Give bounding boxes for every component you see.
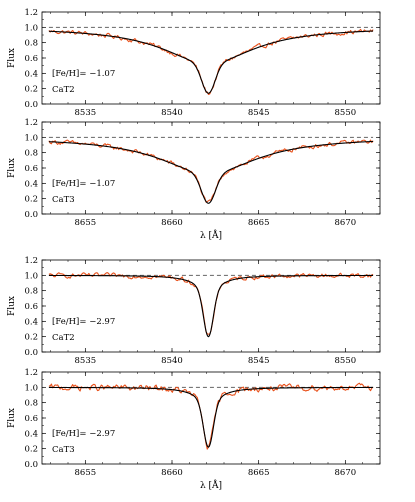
x-tick-label: 8545 <box>248 356 270 366</box>
x-tick-label: 8545 <box>248 108 270 118</box>
y-tick-label: 0.0 <box>24 100 38 110</box>
y-tick-label: 0.2 <box>24 195 38 205</box>
y-tick-label: 0.4 <box>24 179 38 189</box>
y-tick-label: 1.2 <box>24 368 38 378</box>
y-tick-label: 1.0 <box>24 133 38 143</box>
y-axis-label: Flux <box>7 408 17 428</box>
y-tick-label: 1.2 <box>24 8 38 18</box>
x-tick-label: 8550 <box>335 108 357 118</box>
axes-frame <box>41 371 381 465</box>
plot-area <box>48 136 374 204</box>
y-tick-label: 0.0 <box>24 460 38 470</box>
x-tick-label: 8655 <box>75 218 97 228</box>
y-tick-label: 0.4 <box>24 429 38 439</box>
y-axis-label: Flux <box>7 158 17 178</box>
spectrum-panel-3: 0.0 0.2 0.4 0.6 0.8 1.0 1.2 8535 8540 8545 8550 Flu… <box>7 256 381 366</box>
spectrum-panel-1: 0.0 0.2 0.4 0.6 0.8 1.0 1.2 8535 8540 8545 8550 Flu… <box>7 8 381 118</box>
y-tick-label: 0.8 <box>24 287 38 297</box>
plot-area <box>48 26 374 96</box>
x-tick-label: 8535 <box>75 108 97 118</box>
x-tick-label: 8660 <box>161 468 183 478</box>
x-axis-label: λ [Å] <box>200 479 222 491</box>
y-tick-label: 1.0 <box>24 271 38 281</box>
x-tick-label: 8660 <box>161 218 183 228</box>
y-tick-label: 0.0 <box>24 348 38 358</box>
y-tick-label: 1.0 <box>24 23 38 33</box>
plot-area <box>48 382 374 450</box>
y-tick-label: 0.2 <box>24 85 38 95</box>
y-tick-label: 0.6 <box>24 54 38 64</box>
x-tick-label: 8655 <box>75 468 97 478</box>
x-tick-label: 8540 <box>161 108 183 118</box>
spectrum-panel-2: 0.0 0.2 0.4 0.6 0.8 1.0 1.2 8655 8660 8665 8670 Flu… <box>7 118 381 241</box>
y-tick-label: 0.2 <box>24 333 38 343</box>
line-label: CaT2 <box>52 85 75 95</box>
x-tick-label: 8665 <box>248 218 270 228</box>
plot-area <box>48 272 374 338</box>
metallicity-label: [Fe/H]= −2.97 <box>52 317 115 327</box>
y-tick-label: 0.8 <box>24 39 38 49</box>
line-label: CaT3 <box>52 445 75 455</box>
y-tick-label: 1.2 <box>24 118 38 128</box>
line-label: CaT2 <box>52 333 75 343</box>
y-axis-label: Flux <box>7 48 17 68</box>
axes-frame <box>41 259 381 353</box>
x-tick-label: 8540 <box>161 356 183 366</box>
y-tick-label: 0.2 <box>24 445 38 455</box>
metallicity-label: [Fe/H]= −2.97 <box>52 429 115 439</box>
y-tick-label: 0.4 <box>24 317 38 327</box>
y-tick-label: 0.6 <box>24 302 38 312</box>
model-spectrum <box>48 386 374 448</box>
x-tick-label: 8665 <box>248 468 270 478</box>
y-tick-label: 1.2 <box>24 256 38 266</box>
x-tick-label: 8550 <box>335 356 357 366</box>
y-axis-label: Flux <box>7 296 17 316</box>
model-spectrum <box>48 30 374 94</box>
observed-spectrum <box>48 139 374 203</box>
y-tick-label: 0.0 <box>24 210 38 220</box>
x-tick-label: 8535 <box>75 356 97 366</box>
y-tick-label: 0.8 <box>24 399 38 409</box>
y-tick-label: 0.8 <box>24 149 38 159</box>
model-spectrum <box>48 140 374 204</box>
observed-spectrum <box>48 28 374 96</box>
y-tick-label: 1.0 <box>24 383 38 393</box>
y-tick-label: 0.6 <box>24 414 38 424</box>
x-tick-label: 8670 <box>335 468 357 478</box>
y-tick-label: 0.4 <box>24 69 38 79</box>
model-spectrum <box>48 274 374 338</box>
spectrum-panel-4: 0.0 0.2 0.4 0.6 0.8 1.0 1.2 8655 8660 8665 8670 Flu… <box>7 368 381 491</box>
x-axis-label: λ [Å] <box>200 229 222 241</box>
x-tick-label: 8670 <box>335 218 357 228</box>
metallicity-label: [Fe/H]= −1.07 <box>52 69 115 79</box>
observed-spectrum <box>48 382 374 450</box>
y-tick-label: 0.6 <box>24 164 38 174</box>
metallicity-label: [Fe/H]= −1.07 <box>52 179 115 189</box>
line-label: CaT3 <box>52 195 75 205</box>
